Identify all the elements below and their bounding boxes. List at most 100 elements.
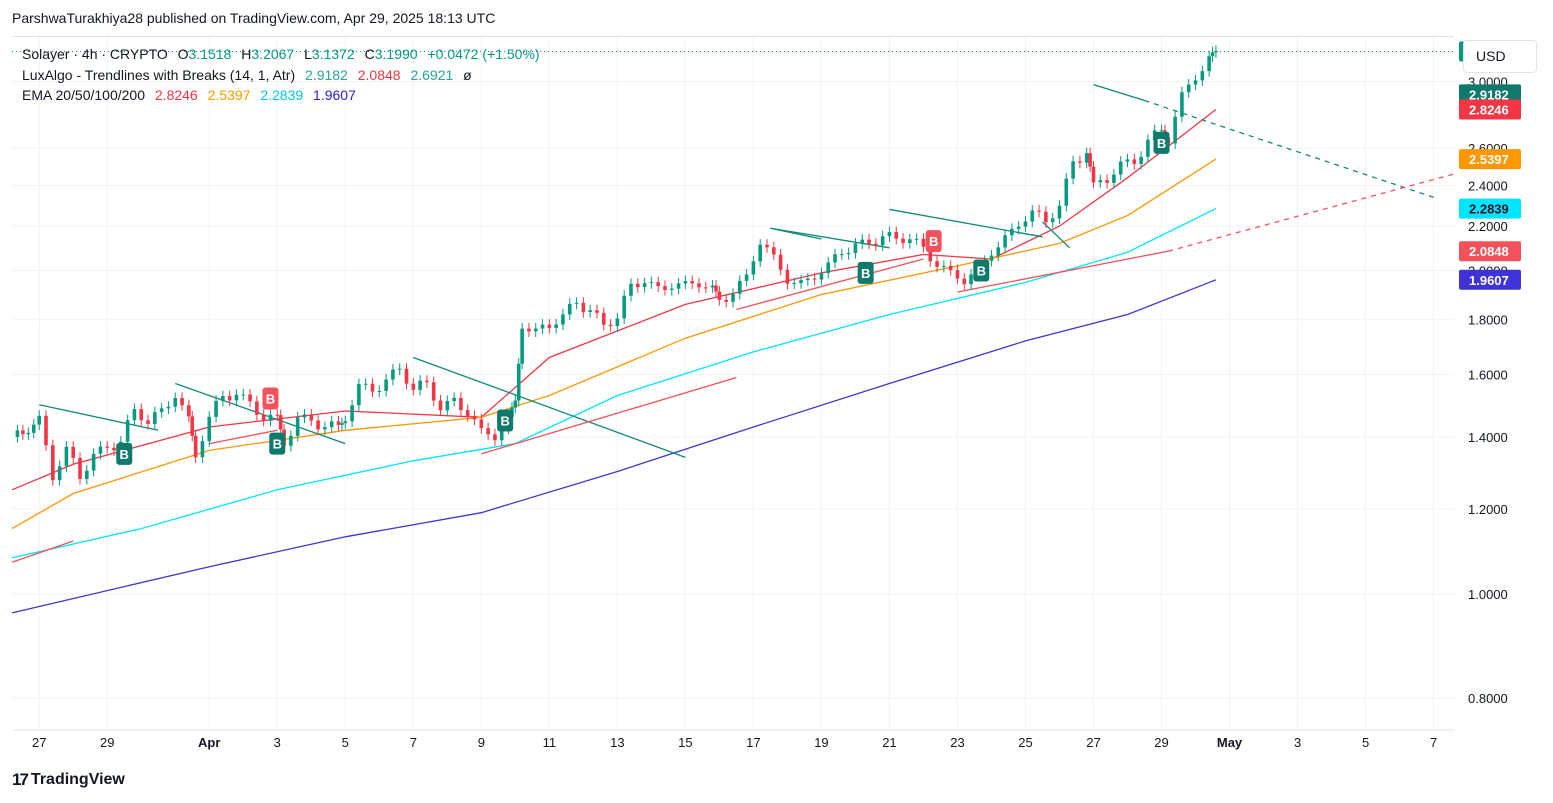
- time-tick-label: 17: [746, 735, 760, 750]
- candle-body: [91, 453, 96, 471]
- candle-body: [275, 414, 280, 416]
- candle-body: [860, 239, 865, 244]
- candle-body: [928, 246, 933, 262]
- candle-body: [595, 310, 599, 313]
- candle-body: [31, 424, 36, 433]
- candle-body: [57, 466, 62, 481]
- candle-body: [132, 409, 137, 421]
- candle-body: [744, 274, 749, 281]
- candle-body: [1180, 92, 1184, 117]
- luxalgo-na-icon: ø: [463, 66, 472, 83]
- high-label: H: [241, 46, 252, 62]
- ema20-value: 2.8246: [154, 87, 198, 103]
- candle-body: [370, 383, 375, 392]
- ema200-line: [11, 279, 1217, 614]
- candle-body: [921, 238, 926, 247]
- ema50-value: 2.5397: [207, 87, 251, 103]
- open-label: O: [177, 46, 189, 62]
- publisher-name[interactable]: ParshwaTurakhiya28: [12, 10, 143, 26]
- price-tick-label: 2.4000: [1468, 179, 1508, 194]
- candle-body: [901, 238, 905, 244]
- candle-body: [513, 400, 518, 408]
- candle-body: [1105, 180, 1109, 183]
- candle-body: [438, 400, 443, 411]
- candle-body: [227, 396, 232, 401]
- price-axis-label-text: 1.9607: [1469, 273, 1509, 288]
- price-tick-label: 1.6000: [1468, 368, 1508, 383]
- candle-body: [384, 379, 388, 391]
- price-tick-label: 1.0000: [1468, 587, 1508, 602]
- marker-label: B: [861, 266, 870, 281]
- trendline-up: [11, 540, 74, 563]
- candle-body: [772, 247, 776, 255]
- marker-label: B: [500, 414, 509, 429]
- price-axis-label: [1459, 269, 1521, 290]
- candle-body: [278, 415, 283, 430]
- time-tick-label: 29: [100, 735, 114, 750]
- candle-body: [714, 285, 718, 292]
- candle-body: [493, 434, 497, 441]
- candle-body: [343, 421, 348, 424]
- candle-body: [1016, 226, 1021, 229]
- time-tick-label: 27: [1086, 735, 1100, 750]
- candle-body: [942, 265, 946, 267]
- candle-body: [962, 278, 967, 285]
- candle-body: [329, 421, 334, 428]
- candle-body: [1210, 52, 1215, 57]
- candle-body: [996, 247, 1001, 256]
- candle-body: [350, 405, 354, 422]
- candle-body: [588, 310, 592, 313]
- chart-legend: Solayer · 4h · CRYPTO O3.1518 H3.2067 L3…: [22, 44, 546, 106]
- marker-label: B: [273, 437, 282, 452]
- price-tick-label: 1.2000: [1468, 502, 1508, 517]
- time-tick-label: 15: [678, 735, 692, 750]
- tradingview-brand[interactable]: TradingView: [30, 771, 125, 788]
- candle-body: [785, 269, 790, 284]
- candle-body: [567, 303, 572, 315]
- ema-name[interactable]: EMA 20/50/100/200: [22, 87, 145, 103]
- price-axis-label-text: 2.2839: [1469, 202, 1509, 217]
- candle-body: [826, 262, 831, 274]
- price-tick-label: 0.8000: [1468, 691, 1508, 706]
- time-tick-label: 25: [1018, 735, 1032, 750]
- candle-body: [758, 244, 763, 262]
- marker-label: B: [929, 234, 938, 249]
- buy-break-marker: [1153, 131, 1170, 154]
- candle-body: [717, 291, 722, 300]
- time-tick-label: 29: [1154, 735, 1168, 750]
- symbol-title[interactable]: Solayer · 4h · CRYPTO: [22, 46, 168, 62]
- candle-body: [935, 261, 939, 267]
- candle-body: [1159, 130, 1164, 132]
- time-tick-label: 21: [882, 735, 896, 750]
- candle-body: [139, 409, 144, 421]
- time-tick-label: 27: [32, 735, 46, 750]
- trendlines: [11, 83, 1455, 563]
- candle-body: [554, 324, 558, 328]
- tradingview-logo-icon: 17: [12, 770, 29, 789]
- candle-body: [21, 430, 25, 435]
- candle-body: [1003, 235, 1007, 248]
- currency-button[interactable]: USD: [1463, 40, 1537, 73]
- candle-body: [302, 414, 307, 418]
- marker-label: B: [1157, 136, 1166, 151]
- candle-body: [200, 441, 205, 458]
- candle-body: [547, 324, 552, 328]
- candle-body: [989, 255, 994, 261]
- trendline-down: [1042, 221, 1071, 249]
- candle-body: [608, 324, 613, 327]
- candle-body: [880, 236, 885, 246]
- candle-body: [574, 302, 579, 304]
- time-tick-label: Apr: [198, 735, 220, 750]
- trendline-down: [413, 356, 686, 458]
- candle-body: [37, 415, 42, 425]
- candle-body: [527, 328, 531, 332]
- candle-body: [459, 397, 463, 411]
- buy-break-marker: [497, 409, 514, 432]
- ema-lines: [11, 108, 1217, 614]
- candle-body: [516, 363, 521, 401]
- candle-body: [71, 446, 76, 459]
- luxalgo-name[interactable]: LuxAlgo - Trendlines with Breaks (14, 1,…: [22, 66, 296, 83]
- candle-body: [1044, 211, 1048, 223]
- candle-body: [948, 265, 953, 271]
